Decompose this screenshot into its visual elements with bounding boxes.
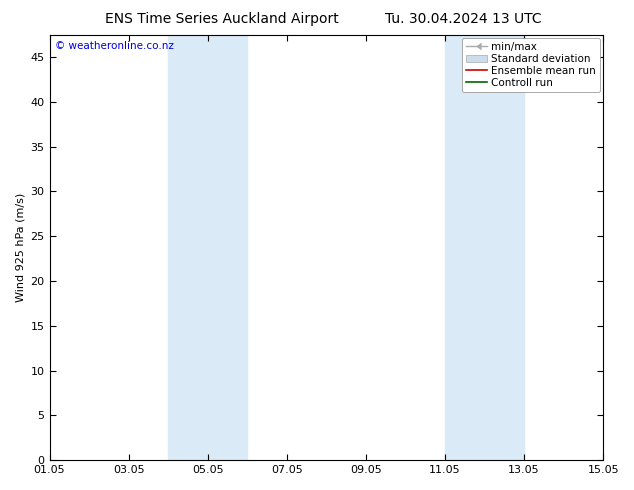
Legend: min/max, Standard deviation, Ensemble mean run, Controll run: min/max, Standard deviation, Ensemble me… <box>462 38 600 92</box>
Y-axis label: Wind 925 hPa (m/s): Wind 925 hPa (m/s) <box>15 193 25 302</box>
Text: © weatheronline.co.nz: © weatheronline.co.nz <box>55 41 174 51</box>
Text: Tu. 30.04.2024 13 UTC: Tu. 30.04.2024 13 UTC <box>384 12 541 26</box>
Bar <box>168 35 247 460</box>
Text: ENS Time Series Auckland Airport: ENS Time Series Auckland Airport <box>105 12 339 26</box>
Bar <box>445 35 524 460</box>
